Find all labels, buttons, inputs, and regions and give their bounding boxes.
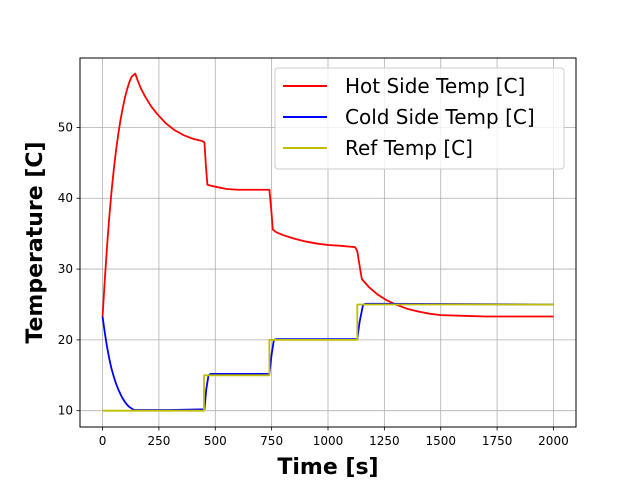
- series-line-hot-side: [101, 72, 554, 318]
- legend-label-hot-side: Hot Side Temp [C]: [345, 74, 525, 98]
- axis-ticks: 0 250 500 750 1000 1250 1500 1750 2000 10 20 30 40 50: [58, 120, 569, 448]
- y-axis-title: Temperature [C]: [23, 141, 48, 343]
- x-tick-label: 250: [147, 434, 170, 448]
- x-tick-label: 1000: [313, 434, 344, 448]
- x-tick-label: 1500: [425, 434, 456, 448]
- legend-label-cold-side: Cold Side Temp [C]: [345, 105, 535, 129]
- y-tick-label: 20: [58, 333, 73, 347]
- legend: Hot Side Temp [C] Cold Side Temp [C] Ref…: [274, 67, 565, 170]
- y-tick-label: 50: [58, 120, 73, 134]
- series-line-ref: [102, 303, 554, 412]
- x-axis-title: Time [s]: [277, 455, 378, 480]
- legend-frame: [274, 67, 565, 170]
- series-lines: [101, 72, 554, 412]
- x-tick-label: 2000: [538, 434, 569, 448]
- x-tick-label: 750: [260, 434, 283, 448]
- x-tick-label: 1750: [482, 434, 513, 448]
- x-tick-label: 500: [204, 434, 227, 448]
- legend-label-ref: Ref Temp [C]: [345, 136, 473, 160]
- y-tick-label: 30: [58, 262, 73, 276]
- x-tick-label: 1250: [369, 434, 400, 448]
- y-tick-label: 10: [58, 404, 73, 418]
- y-tick-label: 40: [58, 191, 73, 205]
- x-tick-label: 0: [99, 434, 107, 448]
